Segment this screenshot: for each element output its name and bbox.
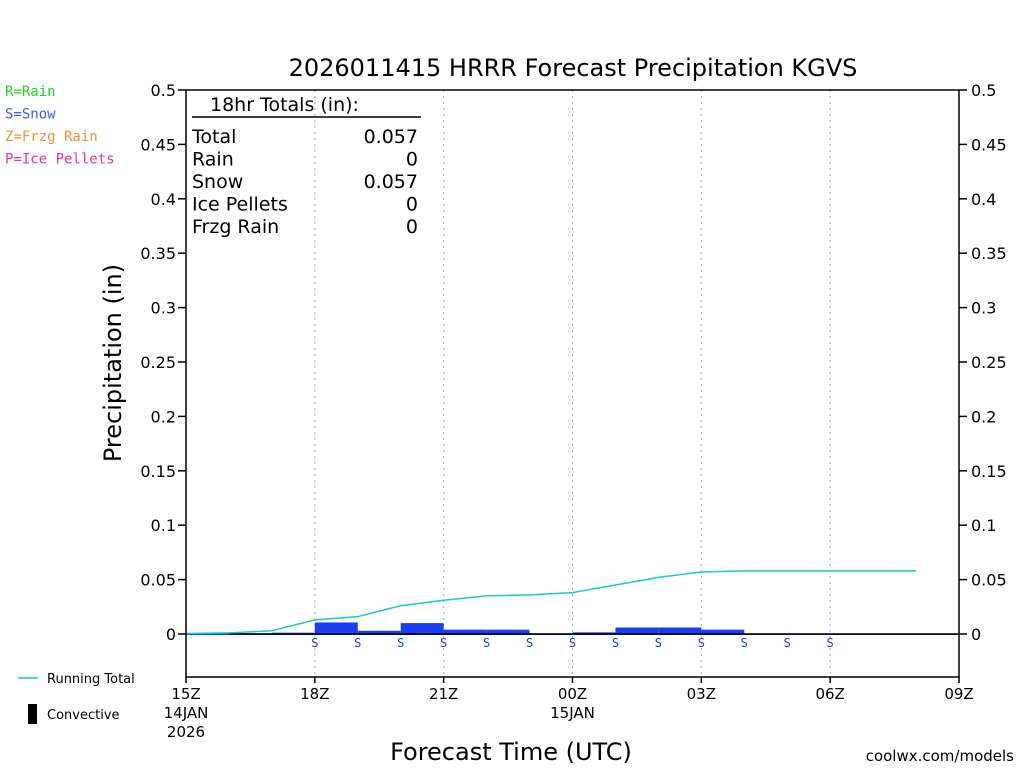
snow-marker: S bbox=[612, 636, 619, 650]
x-tick-label: 2026 bbox=[167, 723, 205, 741]
y-tick-label-left: 0.3 bbox=[151, 299, 176, 318]
y-tick-label-left: 0 bbox=[166, 625, 176, 644]
precip-bar bbox=[357, 630, 401, 635]
totals-rows: Total 0.057 Rain 0 Snow 0.057 Ice Pellets 0 Frzg… bbox=[191, 126, 418, 238]
ptype-legend-item: S=Snow bbox=[5, 107, 56, 123]
x-tick-label: 06Z bbox=[815, 685, 844, 703]
credit-text: coolwx.com/models bbox=[866, 747, 1014, 765]
precip-bar bbox=[701, 629, 745, 635]
y-tick-label-right: 0.3 bbox=[971, 299, 996, 318]
totals-box: 18hr Totals (in): Total 0.057 Rain 0 Snow 0.0… bbox=[191, 94, 421, 238]
y-tick-label-left: 0.45 bbox=[140, 135, 176, 154]
snow-marker: S bbox=[311, 636, 318, 650]
totals-row-label: Rain bbox=[192, 149, 234, 171]
grid-lines bbox=[314, 90, 831, 677]
totals-row-label: Frzg Rain bbox=[192, 216, 279, 238]
y-tick-label-right: 0.45 bbox=[971, 135, 1007, 154]
precip-bar bbox=[314, 622, 358, 635]
snow-marker: S bbox=[526, 636, 533, 650]
series-legend: Running Total Convective bbox=[18, 672, 135, 724]
y-tick-label-right: 0.35 bbox=[971, 244, 1007, 263]
snow-marker: S bbox=[569, 636, 576, 650]
y-tick-label-left: 0.5 bbox=[151, 81, 176, 100]
totals-row-label: Ice Pellets bbox=[192, 194, 288, 216]
ptype-legend-item: P=Ice Pellets bbox=[5, 152, 115, 168]
snow-marker: S bbox=[827, 636, 834, 650]
precip-bar bbox=[486, 629, 530, 635]
precip-bar bbox=[400, 623, 444, 635]
snow-marker: S bbox=[483, 636, 490, 650]
x-tick-label: 00Z bbox=[558, 685, 587, 703]
y-tick-label-right: 0.15 bbox=[971, 462, 1007, 481]
y-tick-label-left: 0.05 bbox=[140, 571, 176, 590]
snow-marker: S bbox=[741, 636, 748, 650]
snow-marker: S bbox=[354, 636, 361, 650]
running-total-series bbox=[185, 570, 917, 635]
y-axis-label: Precipitation (in) bbox=[99, 264, 127, 462]
precip-bar bbox=[615, 627, 659, 635]
x-tick-label: 09Z bbox=[944, 685, 973, 703]
y-tick-label-left: 0.1 bbox=[151, 516, 176, 535]
totals-row-value: 0 bbox=[406, 194, 418, 216]
x-tick-label: 03Z bbox=[687, 685, 716, 703]
y-tick-label-right: 0.25 bbox=[971, 353, 1007, 372]
x-axis-label: Forecast Time (UTC) bbox=[390, 738, 632, 766]
y-tick-label-right: 0.05 bbox=[971, 571, 1007, 590]
precip-bar bbox=[658, 627, 702, 635]
snow-marker: S bbox=[655, 636, 662, 650]
ptype-legend: R=Rain S=Snow Z=Frzg Rain P=Ice Pellets bbox=[5, 84, 115, 168]
convective-legend-swatch bbox=[28, 704, 37, 724]
x-tick-label: 14JAN bbox=[164, 704, 209, 722]
totals-row-value: 0 bbox=[406, 149, 418, 171]
series-legend-label: Running Total bbox=[47, 672, 135, 687]
snow-marker: S bbox=[397, 636, 404, 650]
y-tick-label-right: 0.4 bbox=[971, 190, 996, 209]
y-tick-label-left: 0.4 bbox=[151, 190, 176, 209]
running-total-line bbox=[185, 570, 917, 635]
chart-title: 2026011415 HRRR Forecast Precipitation K… bbox=[289, 54, 858, 82]
series-legend-label: Convective bbox=[47, 708, 120, 723]
precip-bar bbox=[186, 633, 229, 635]
x-tick-label: 15Z bbox=[171, 685, 200, 703]
y-tick-label-left: 0.2 bbox=[151, 407, 176, 426]
snow-marker: S bbox=[784, 636, 791, 650]
y-tick-label-right: 0.5 bbox=[971, 81, 996, 100]
totals-row-label: Total bbox=[191, 126, 236, 148]
totals-row-value: 0.057 bbox=[364, 126, 418, 148]
y-tick-label-left: 0.25 bbox=[140, 353, 176, 372]
ptype-legend-item: Z=Frzg Rain bbox=[5, 129, 98, 145]
totals-row-value: 0.057 bbox=[364, 171, 418, 193]
precip-bar bbox=[443, 629, 487, 635]
snow-marker: S bbox=[440, 636, 447, 650]
y-tick-label-right: 0.2 bbox=[971, 407, 996, 426]
x-tick-label: 21Z bbox=[429, 685, 458, 703]
totals-row-value: 0 bbox=[406, 216, 418, 238]
y-tick-label-right: 0.1 bbox=[971, 516, 996, 535]
totals-header: 18hr Totals (in): bbox=[210, 94, 359, 116]
axes: 0 00.05 0.050.1 0.10.15 0.150.2 0.20.25 0.250.… bbox=[140, 81, 1006, 741]
snow-marker: S bbox=[698, 636, 705, 650]
y-tick-label-left: 0.35 bbox=[140, 244, 176, 263]
x-tick-label: 18Z bbox=[300, 685, 329, 703]
y-tick-label-left: 0.15 bbox=[140, 462, 176, 481]
x-tick-label: 15JAN bbox=[550, 704, 595, 722]
ptype-legend-item: R=Rain bbox=[5, 84, 56, 100]
totals-row-label: Snow bbox=[192, 171, 243, 193]
y-tick-label-right: 0 bbox=[971, 625, 981, 644]
